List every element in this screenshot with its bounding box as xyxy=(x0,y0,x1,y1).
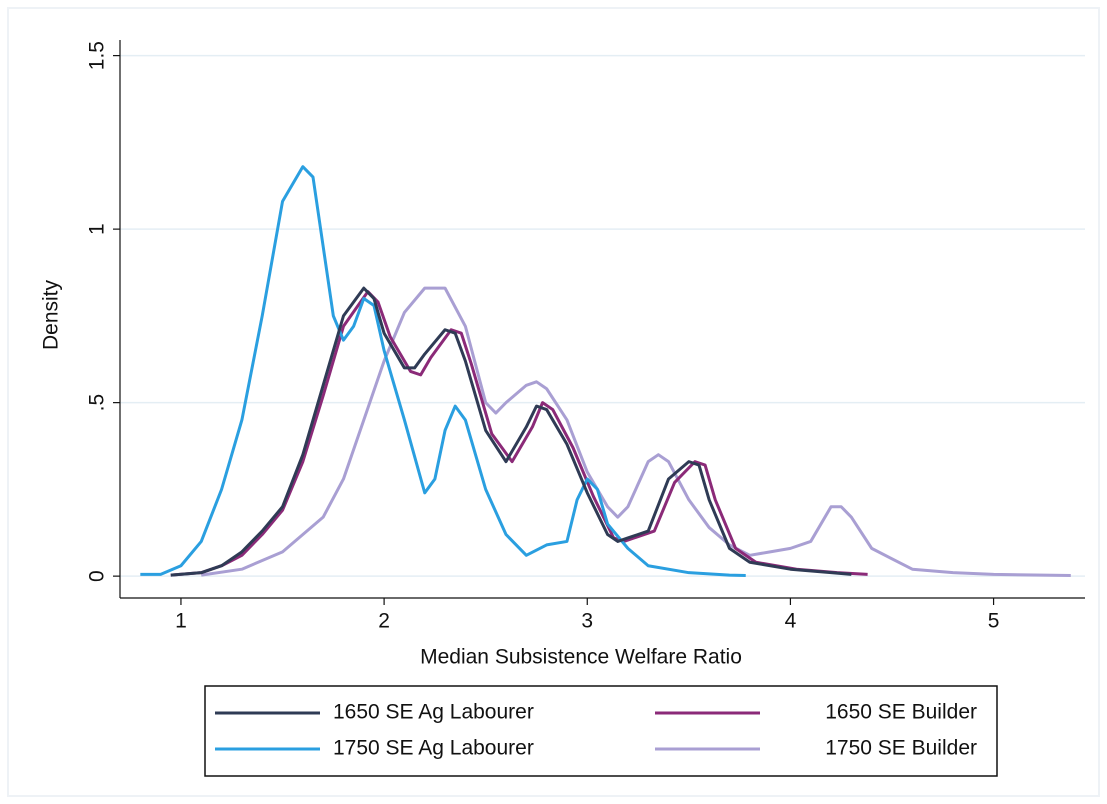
series-line xyxy=(201,286,1071,577)
x-tick-label: 5 xyxy=(988,610,1000,633)
y-tick-label: 1 xyxy=(86,223,109,235)
legend-label: 1650 SE Ag Labourer xyxy=(333,701,534,724)
y-axis-label: Density xyxy=(40,279,63,350)
legend-label: 1750 SE Ag Labourer xyxy=(333,737,534,760)
legend-label: 1650 SE Builder xyxy=(825,701,977,724)
x-tick-label: 4 xyxy=(785,610,797,633)
legend-label: 1750 SE Builder xyxy=(825,737,977,760)
x-tick-label: 2 xyxy=(378,610,390,633)
x-axis-label: Median Subsistence Welfare Ratio xyxy=(420,646,742,669)
x-tick-label: 3 xyxy=(581,610,593,633)
legend-box xyxy=(204,685,998,777)
y-tick-label: .5 xyxy=(86,394,109,412)
x-tick-label: 1 xyxy=(175,610,187,633)
series-line xyxy=(140,165,746,577)
y-tick-label: 1.5 xyxy=(86,41,109,70)
y-tick-label: 0 xyxy=(86,570,109,582)
series-line xyxy=(170,286,852,577)
series-line xyxy=(170,290,868,577)
